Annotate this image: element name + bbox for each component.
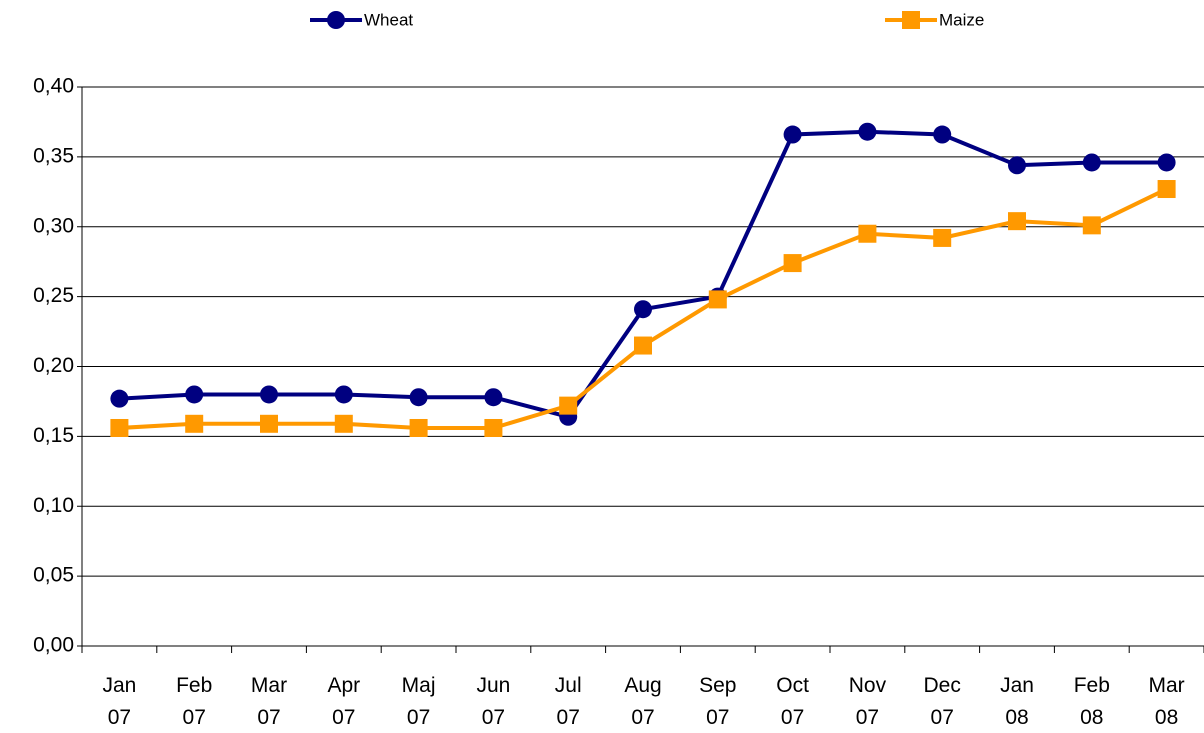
x-tick-label: Feb 07 bbox=[176, 674, 212, 729]
x-tick-label: Jun 07 bbox=[476, 674, 510, 729]
marker bbox=[783, 254, 802, 273]
marker bbox=[110, 389, 129, 408]
x-tick-label: Oct 07 bbox=[776, 674, 809, 729]
x-tick-label: Dec 07 bbox=[924, 674, 961, 729]
x-tick-label: Aug 07 bbox=[624, 674, 661, 729]
marker bbox=[1157, 153, 1176, 172]
marker bbox=[858, 122, 877, 141]
y-tick-label: 0,05 bbox=[33, 564, 74, 587]
x-tick-label: Feb 08 bbox=[1074, 674, 1110, 729]
y-tick-label: 0,35 bbox=[33, 144, 74, 167]
x-tick-label: Jul 07 bbox=[555, 674, 582, 729]
x-tick-label: Mar 08 bbox=[1149, 674, 1185, 729]
marker bbox=[783, 125, 802, 144]
marker bbox=[110, 418, 129, 437]
marker bbox=[634, 336, 652, 355]
y-tick-label: 0,40 bbox=[33, 75, 74, 98]
marker bbox=[484, 388, 503, 407]
marker bbox=[858, 224, 877, 243]
series-line bbox=[119, 129, 1167, 420]
marker bbox=[185, 385, 204, 404]
marker bbox=[185, 414, 204, 433]
x-tick-label: Jan 07 bbox=[102, 674, 136, 729]
marker bbox=[409, 418, 428, 437]
x-tick-label: Mar 07 bbox=[251, 674, 287, 729]
legend-label: Maize bbox=[939, 10, 984, 29]
y-tick-label: 0,10 bbox=[33, 494, 74, 517]
marker bbox=[1008, 212, 1026, 231]
marker bbox=[933, 125, 952, 144]
x-tick-label: Maj 07 bbox=[402, 674, 436, 729]
y-tick-label: 0,20 bbox=[33, 354, 74, 377]
marker bbox=[260, 414, 278, 433]
marker bbox=[559, 396, 578, 415]
marker bbox=[334, 385, 353, 404]
x-tick-label: Nov 07 bbox=[849, 674, 887, 729]
legend-item: Wheat bbox=[310, 10, 413, 29]
marker bbox=[484, 418, 503, 437]
x-tick-label: Apr 07 bbox=[327, 674, 360, 729]
marker bbox=[1008, 156, 1026, 175]
marker bbox=[933, 228, 952, 247]
marker bbox=[327, 11, 345, 29]
legend-label: Wheat bbox=[364, 10, 413, 29]
marker bbox=[409, 388, 428, 407]
y-tick-label: 0,00 bbox=[33, 634, 74, 657]
x-tick-label: Jan 08 bbox=[1000, 674, 1034, 729]
marker bbox=[334, 414, 353, 433]
marker bbox=[902, 11, 920, 29]
marker bbox=[1157, 180, 1176, 199]
marker bbox=[1082, 153, 1101, 172]
y-tick-label: 0,15 bbox=[33, 424, 74, 447]
y-tick-label: 0,30 bbox=[33, 214, 74, 237]
marker bbox=[708, 290, 727, 309]
x-tick-label: Sep 07 bbox=[699, 674, 736, 729]
marker bbox=[260, 385, 278, 404]
legend-item: Maize bbox=[885, 10, 984, 29]
marker bbox=[1082, 216, 1101, 235]
y-tick-label: 0,25 bbox=[33, 284, 74, 307]
marker bbox=[634, 300, 652, 319]
